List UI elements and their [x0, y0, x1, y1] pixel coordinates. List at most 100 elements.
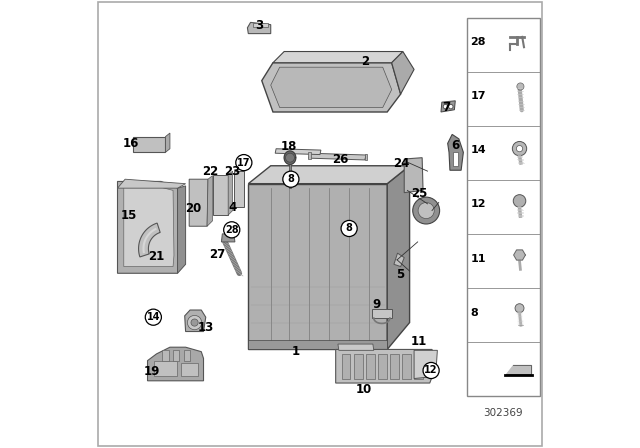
Circle shape [513, 142, 527, 156]
Text: 19: 19 [144, 365, 160, 379]
Polygon shape [387, 166, 410, 349]
Text: 17: 17 [237, 158, 251, 168]
Text: 27: 27 [209, 248, 225, 261]
Text: 20: 20 [186, 202, 202, 215]
Polygon shape [335, 349, 436, 383]
Polygon shape [284, 151, 296, 164]
Polygon shape [118, 181, 179, 273]
Text: 13: 13 [198, 321, 214, 335]
Polygon shape [185, 310, 205, 332]
Circle shape [188, 315, 202, 330]
Polygon shape [365, 154, 367, 160]
Polygon shape [392, 52, 414, 94]
Polygon shape [177, 186, 186, 273]
Text: 4: 4 [228, 201, 237, 214]
Text: 12: 12 [470, 199, 486, 210]
Text: 302369: 302369 [484, 408, 524, 418]
Polygon shape [414, 350, 437, 379]
Text: 8: 8 [470, 308, 478, 318]
Polygon shape [453, 152, 458, 166]
Text: 25: 25 [412, 187, 428, 201]
Circle shape [224, 222, 240, 238]
Polygon shape [402, 354, 411, 379]
Polygon shape [394, 253, 404, 267]
Text: 14: 14 [147, 312, 160, 322]
Polygon shape [221, 234, 235, 242]
Polygon shape [181, 363, 198, 376]
Polygon shape [118, 179, 186, 188]
Polygon shape [248, 340, 387, 349]
Text: 11: 11 [410, 335, 427, 349]
Text: 21: 21 [148, 250, 164, 263]
Polygon shape [234, 171, 244, 207]
Circle shape [515, 304, 524, 313]
Polygon shape [448, 134, 463, 170]
Text: 6: 6 [452, 139, 460, 152]
Polygon shape [213, 175, 228, 215]
Text: 10: 10 [355, 383, 372, 396]
Text: 24: 24 [394, 157, 410, 171]
Polygon shape [154, 361, 177, 376]
Polygon shape [207, 176, 212, 226]
Text: 5: 5 [397, 267, 404, 281]
Text: 14: 14 [470, 146, 486, 155]
Text: 3: 3 [255, 19, 264, 33]
Polygon shape [139, 223, 160, 257]
Polygon shape [414, 354, 423, 379]
Circle shape [517, 83, 524, 90]
Circle shape [413, 197, 440, 224]
Polygon shape [132, 137, 165, 152]
Text: 8: 8 [346, 224, 353, 233]
Polygon shape [147, 347, 204, 381]
Circle shape [341, 220, 357, 237]
Polygon shape [165, 133, 170, 152]
Circle shape [418, 202, 435, 219]
Text: 2: 2 [361, 55, 369, 69]
Polygon shape [173, 350, 179, 361]
Circle shape [449, 104, 453, 109]
Polygon shape [124, 187, 174, 267]
Text: 17: 17 [470, 91, 486, 101]
Circle shape [443, 104, 448, 109]
Circle shape [191, 319, 198, 326]
Text: 23: 23 [225, 164, 241, 178]
Circle shape [513, 194, 526, 207]
Polygon shape [163, 350, 168, 361]
FancyBboxPatch shape [467, 18, 540, 396]
Polygon shape [342, 354, 351, 379]
Text: 9: 9 [372, 298, 381, 311]
Text: 8: 8 [287, 174, 294, 184]
Polygon shape [248, 22, 271, 34]
Polygon shape [275, 149, 321, 155]
Polygon shape [308, 153, 366, 160]
Polygon shape [248, 184, 387, 349]
Polygon shape [262, 63, 401, 112]
Text: 16: 16 [122, 137, 139, 150]
Circle shape [283, 171, 299, 187]
Text: 1: 1 [291, 345, 300, 358]
Text: 28: 28 [470, 37, 486, 47]
Circle shape [236, 155, 252, 171]
Polygon shape [514, 250, 525, 260]
Text: 7: 7 [442, 101, 451, 114]
Polygon shape [308, 152, 310, 159]
Polygon shape [441, 101, 455, 112]
Polygon shape [289, 161, 291, 188]
Polygon shape [354, 354, 363, 379]
Polygon shape [228, 171, 232, 215]
Polygon shape [338, 344, 374, 350]
Text: 15: 15 [120, 208, 137, 222]
Polygon shape [189, 179, 208, 226]
Text: 28: 28 [225, 225, 239, 235]
Text: 11: 11 [470, 254, 486, 263]
Polygon shape [271, 67, 392, 108]
Polygon shape [372, 309, 392, 318]
Text: 26: 26 [332, 153, 348, 166]
Circle shape [145, 309, 161, 325]
Text: 22: 22 [202, 164, 218, 178]
Text: 12: 12 [424, 366, 438, 375]
Polygon shape [506, 365, 531, 374]
Polygon shape [253, 23, 269, 27]
Text: 18: 18 [280, 140, 297, 154]
Polygon shape [184, 350, 190, 361]
